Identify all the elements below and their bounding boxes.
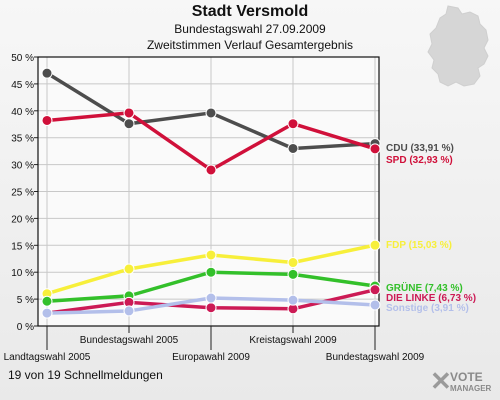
data-point [287, 118, 299, 130]
chart-title: Stadt Versmold [191, 3, 309, 20]
data-point [369, 299, 381, 311]
y-tick-label: 15 % [11, 241, 34, 252]
y-tick-label: 10 % [11, 268, 34, 279]
y-tick-label: 40 % [11, 107, 34, 118]
x-tick-label: Bundestagswahl 2009 [326, 352, 425, 363]
data-point [287, 257, 299, 269]
data-point [205, 266, 217, 278]
data-point [41, 114, 53, 126]
y-tick-label: 25 % [11, 188, 34, 199]
data-point [205, 164, 217, 176]
data-point [123, 107, 135, 119]
series-end-label: GRÜNE (7,43 %) [386, 281, 463, 294]
svg-text:✕: ✕ [430, 366, 452, 396]
chart-subtitle: Bundestagswahl 27.09.2009 [174, 22, 326, 36]
data-point [205, 292, 217, 304]
data-point [123, 305, 135, 317]
report-status-text: 19 von 19 Schnellmeldungen [8, 368, 163, 382]
data-point [369, 143, 381, 155]
x-tick-label: Bundestagswahl 2005 [80, 335, 179, 346]
axis-layer: 0 % 5 % 10 % 15 % 20 % 25 % 30 % 35 % 40 % 45 % 50… [4, 53, 425, 363]
data-point [287, 294, 299, 306]
data-point [41, 295, 53, 307]
series-end-label: FDP (15,03 %) [386, 240, 452, 251]
series-layer [41, 67, 381, 319]
data-point [205, 107, 217, 119]
series-end-label: Sonstige (3,91 %) [386, 303, 469, 314]
series-end-label: SPD (32,93 %) [386, 155, 453, 166]
data-point [369, 239, 381, 251]
y-tick-label: 30 % [11, 161, 34, 172]
y-tick-label: 35 % [11, 134, 34, 145]
series-label-layer: CDU (33,91 %)SPD (32,93 %) FDP (15,03 %) G… [386, 143, 476, 314]
data-point [369, 284, 381, 296]
data-point [41, 67, 53, 79]
y-tick-label: 0 % [17, 322, 34, 333]
vote-manager-logo: ✕ VOTE MANAGER [430, 366, 492, 396]
chart-subtitle-2: Zweitstimmen Verlauf Gesamtergebnis [146, 38, 354, 52]
x-tick-label: Kreistagswahl 2009 [249, 335, 337, 346]
x-tick-label: Europawahl 2009 [172, 352, 250, 363]
data-point [205, 302, 217, 314]
data-point [287, 142, 299, 154]
germany-map-icon [427, 5, 489, 87]
title-block: Stadt Versmold Bundestagswahl 27.09.2009… [0, 2, 500, 53]
brand-line-1: VOTE [450, 370, 483, 384]
series-end-label: DIE LINKE (6,73 %) [386, 293, 476, 304]
data-point [287, 268, 299, 280]
data-point [123, 263, 135, 275]
data-point [41, 307, 53, 319]
y-tick-label: 45 % [11, 80, 34, 91]
y-tick-label: 20 % [11, 214, 34, 225]
x-tick-label: Landtagswahl 2005 [4, 352, 91, 363]
data-point [205, 249, 217, 261]
y-tick-label: 5 % [17, 295, 34, 306]
brand-line-2: MANAGER [450, 384, 492, 393]
y-tick-label: 50 % [11, 53, 34, 64]
data-point [123, 118, 135, 130]
series-end-label: CDU (33,91 %) [386, 143, 454, 154]
plot-frame [37, 56, 380, 327]
